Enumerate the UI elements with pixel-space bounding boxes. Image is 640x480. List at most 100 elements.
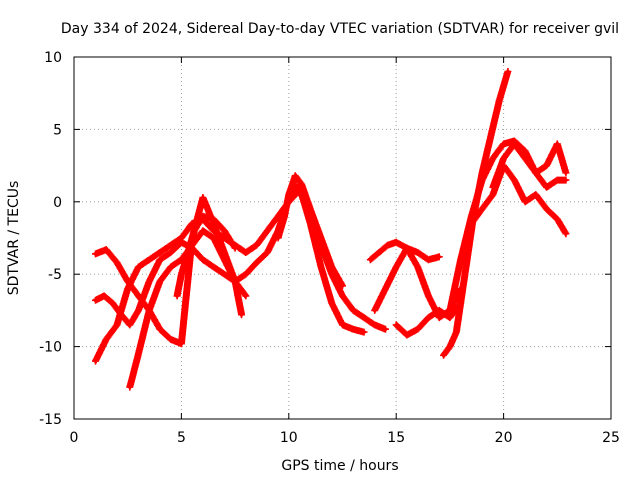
data-point [351, 308, 356, 313]
chart-title: Day 334 of 2024, Sidereal Day-to-day VTE… [61, 21, 619, 37]
data-point [158, 327, 162, 332]
data-point [491, 192, 495, 197]
data-point [501, 142, 506, 146]
data-point [385, 243, 390, 247]
data-point [175, 294, 179, 298]
data-point [168, 243, 173, 247]
data-point [93, 298, 98, 303]
data-point [351, 327, 356, 332]
data-point [136, 265, 141, 269]
data-point [211, 265, 216, 269]
data-point [544, 207, 549, 211]
data-point [564, 171, 568, 175]
data-point [448, 315, 452, 320]
data-point [282, 214, 287, 219]
data-point [147, 308, 151, 313]
data-point [168, 250, 173, 255]
data-point [147, 257, 151, 262]
data-point [458, 301, 463, 306]
tick-labels: 0 5 10 15 20 25 -15 -10 -5 0 5 10 [39, 50, 620, 446]
data-point [340, 294, 345, 298]
data-point [158, 279, 162, 284]
data-point [383, 327, 388, 332]
data-point [340, 323, 345, 327]
data-points [92, 68, 570, 391]
x-tick-label: 20 [495, 430, 513, 446]
data-point [136, 352, 141, 356]
x-tick-label: 0 [70, 430, 79, 446]
data-point [136, 294, 141, 298]
data-point [469, 214, 474, 219]
data-point [523, 200, 527, 204]
data-point [299, 182, 304, 187]
data-point [201, 195, 205, 200]
data-point [244, 250, 248, 255]
data-point [186, 250, 190, 255]
data-point [362, 315, 366, 320]
data-point [179, 341, 184, 346]
data-point [93, 252, 98, 256]
data-point [254, 243, 259, 247]
series-trace-6 [274, 172, 346, 290]
data-point [544, 163, 549, 168]
data-point [192, 229, 197, 233]
data-point [168, 337, 173, 342]
plot-frame [73, 56, 612, 420]
x-tick-label: 5 [177, 430, 186, 446]
x-axis-label: GPS time / hours [281, 458, 398, 474]
data-point [125, 286, 130, 291]
series-trace-5 [173, 212, 239, 300]
data-point [448, 308, 452, 313]
data-point [415, 250, 420, 255]
data-point [340, 284, 345, 288]
data-point [115, 323, 119, 327]
data-point [488, 134, 493, 139]
data-point [330, 301, 334, 306]
data-point [372, 323, 377, 327]
data-point [179, 236, 184, 240]
series-trace-4 [126, 227, 250, 391]
data-point [415, 327, 420, 332]
data-point [564, 178, 568, 182]
data-point [233, 279, 237, 284]
data-point [168, 265, 173, 269]
data-point [128, 323, 132, 327]
data-point [265, 229, 270, 233]
data-point [372, 308, 377, 313]
data-point [437, 308, 442, 313]
data-point [448, 344, 452, 349]
y-tick-label: -10 [39, 340, 62, 356]
x-tick-label: 15 [387, 430, 405, 446]
data-point [555, 142, 560, 146]
data-point [104, 247, 108, 252]
data-point [201, 229, 205, 233]
data-point [211, 217, 216, 221]
data-point [512, 178, 517, 182]
data-point [491, 185, 495, 190]
data-point [405, 246, 409, 250]
data-point [523, 156, 527, 161]
data-point [437, 315, 442, 320]
data-point [497, 98, 502, 103]
data-point [125, 279, 130, 284]
data-point [394, 240, 399, 245]
data-point [136, 308, 141, 313]
grid [74, 57, 611, 419]
data-point [437, 254, 442, 259]
data-point [458, 257, 463, 262]
y-tick-label: 5 [53, 122, 62, 138]
data-point [491, 156, 495, 161]
data-point [201, 257, 205, 262]
data-point [265, 250, 270, 255]
data-point [319, 236, 323, 240]
data-point [512, 142, 517, 146]
axis-ticks [73, 56, 612, 420]
data-point [276, 214, 280, 219]
data-point [233, 246, 237, 250]
data-point [222, 272, 227, 277]
data-point [555, 178, 560, 182]
data-point [362, 330, 366, 334]
data-point [480, 207, 484, 211]
data-point [501, 156, 506, 161]
